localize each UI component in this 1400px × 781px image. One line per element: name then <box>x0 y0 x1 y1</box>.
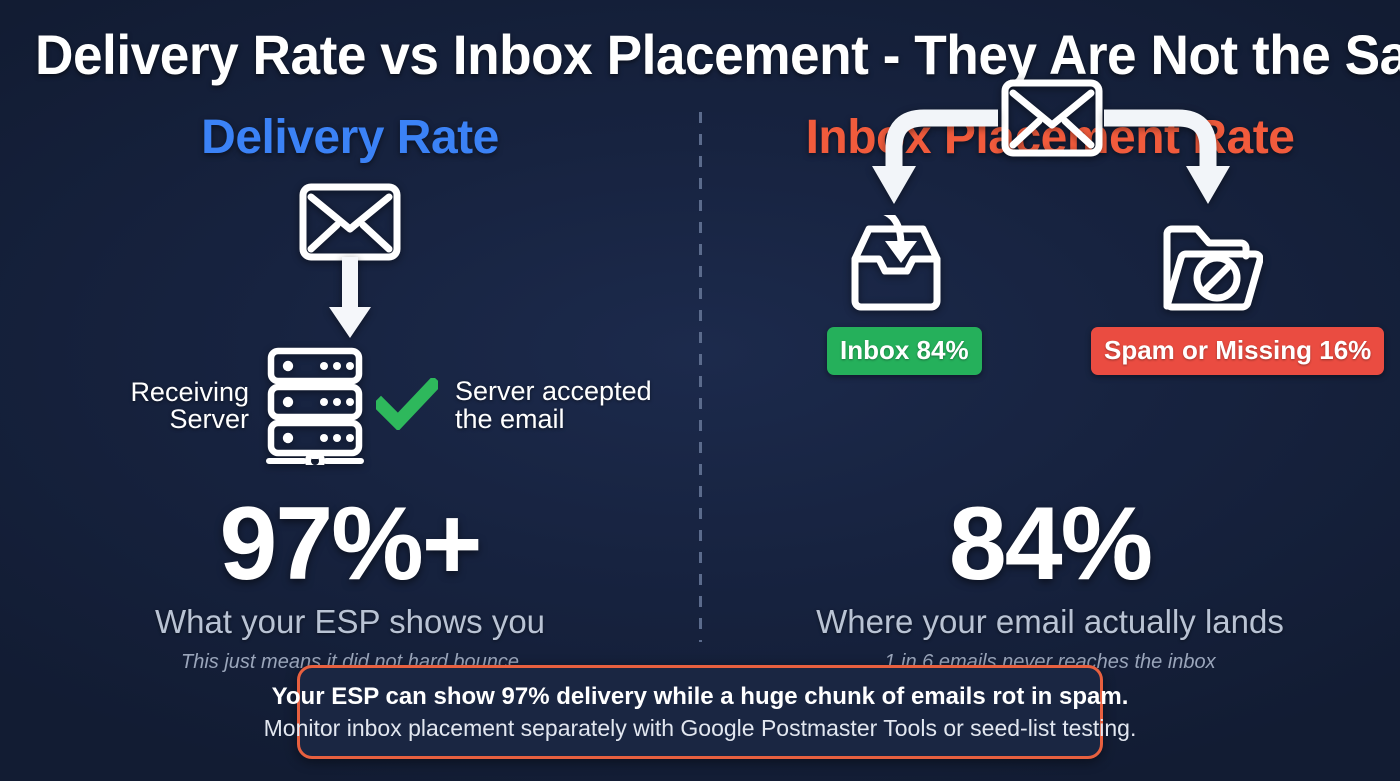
branching-arrows-icon <box>866 98 1236 218</box>
server-icon-wrap <box>265 347 365 465</box>
arrow-down-icon <box>328 257 372 339</box>
callout-subline: Monitor inbox placement separately with … <box>263 714 1137 741</box>
inbox-tray-icon <box>843 215 949 315</box>
column-divider <box>699 112 702 642</box>
server-accepted-group: Server accepted the email <box>365 375 652 435</box>
delivery-rate-stat: 97%+ What your ESP shows you This just m… <box>0 492 700 674</box>
receiving-server-row: Receiving Server <box>0 347 700 465</box>
server-accepted-line1: Server accepted <box>455 376 652 407</box>
delivery-rate-heading: Delivery Rate <box>201 111 499 164</box>
inbox-placement-value: 84% <box>948 486 1153 602</box>
callout-headline: Your ESP can show 97% delivery while a h… <box>271 682 1129 710</box>
folder-blocked-icon <box>1159 222 1263 314</box>
server-accepted-text: Server accepted the email <box>455 376 652 434</box>
delivery-rate-column: Delivery Rate Receiving Server <box>0 104 700 673</box>
server-accepted-line2: the email <box>455 404 565 434</box>
receiving-server-label-line1: Receiving <box>130 377 249 407</box>
inbox-placement-subtitle: Where your email actually lands <box>816 603 1284 640</box>
delivery-rate-value: 97%+ <box>219 486 483 602</box>
server-icon <box>266 347 364 465</box>
inbox-placement-stat: 84% Where your email actually lands 1 in… <box>700 492 1400 674</box>
receiving-server-label: Receiving Server <box>0 379 265 433</box>
page-title: Delivery Rate vs Inbox Placement - They … <box>35 23 1400 86</box>
receiving-server-label-line2: Server <box>169 404 249 434</box>
envelope-icon <box>299 183 401 261</box>
delivery-rate-subtitle: What your ESP shows you <box>154 603 546 640</box>
callout-box: Your ESP can show 97% delivery while a h… <box>264 665 1136 759</box>
envelope-icon <box>1001 79 1103 157</box>
check-icon <box>371 375 443 435</box>
status-badge-spam: Spam or Missing 16% <box>1091 327 1385 375</box>
status-badge-inbox: Inbox 84% <box>827 327 982 375</box>
